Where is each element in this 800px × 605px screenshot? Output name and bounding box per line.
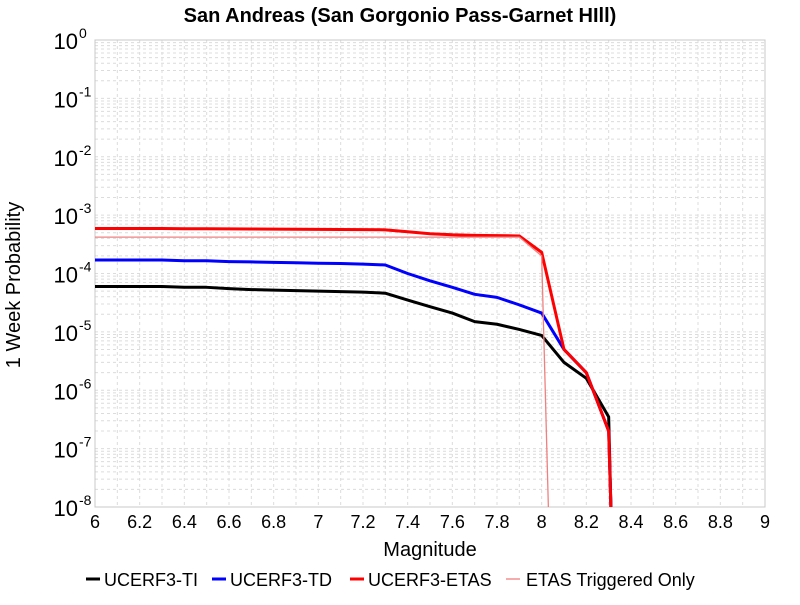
series-line-ucerf3-etas — [95, 227, 613, 508]
y-tick-label: 10 -4 — [54, 259, 92, 288]
y-tick-label: 10 0 — [54, 25, 87, 54]
y-tick-base: 10 — [54, 263, 78, 288]
x-tick-labels: 6 6.2 6.4 6.6 6.8 7 7.2 7.4 7.6 7.8 8 8.2 8.4 8.6 8.8 9 — [90, 512, 770, 532]
series-layer — [95, 227, 613, 508]
legend: UCERF3-TI UCERF3-TD UCERF3-ETAS ETAS Trigge… — [86, 570, 695, 590]
y-tick-label: 10 -5 — [54, 317, 92, 346]
y-tick-exponent: -8 — [79, 492, 92, 508]
x-tick-label: 8.2 — [574, 512, 599, 532]
plot-frame — [94, 39, 766, 508]
x-tick-label: 7 — [313, 512, 323, 532]
x-tick-label: 8.6 — [663, 512, 688, 532]
legend-label: ETAS Triggered Only — [526, 570, 695, 590]
y-tick-exponent: -1 — [79, 83, 92, 99]
series-line-etas-triggered-only — [95, 236, 550, 508]
legend-item: ETAS Triggered Only — [506, 570, 695, 590]
x-tick-label: 6.2 — [127, 512, 152, 532]
y-tick-exponent: 0 — [79, 25, 87, 41]
legend-label: UCERF3-TD — [230, 570, 332, 590]
y-tick-exponent: -3 — [79, 200, 92, 216]
y-tick-label: 10 -1 — [54, 83, 92, 112]
y-tick-base: 10 — [54, 29, 78, 54]
y-tick-base: 10 — [54, 321, 78, 346]
x-tick-label: 6.8 — [261, 512, 286, 532]
y-tick-base: 10 — [54, 438, 78, 463]
legend-item: UCERF3-ETAS — [350, 570, 492, 590]
y-tick-exponent: -5 — [79, 317, 92, 333]
y-tick-base: 10 — [54, 496, 78, 521]
series-line-ucerf3-td — [95, 258, 613, 508]
x-axis-title: Magnitude — [383, 539, 476, 561]
x-tick-label: 7.6 — [440, 512, 465, 532]
x-tick-label: 8.8 — [708, 512, 733, 532]
y-tick-exponent: -6 — [79, 375, 92, 391]
x-tick-label: 9 — [760, 512, 770, 532]
y-axis-title: 1 Week Probability — [3, 202, 25, 368]
x-tick-label: 7.4 — [395, 512, 420, 532]
series-line-ucerf3-ti — [95, 284, 613, 508]
x-tick-label: 8 — [537, 512, 547, 532]
y-tick-exponent: -2 — [79, 142, 92, 158]
y-tick-exponent: -7 — [79, 434, 92, 450]
legend-label: UCERF3-TI — [104, 570, 198, 590]
y-tick-base: 10 — [54, 204, 78, 229]
legend-label: UCERF3-ETAS — [368, 570, 492, 590]
x-tick-label: 6.6 — [216, 512, 241, 532]
legend-item: UCERF3-TD — [212, 570, 332, 590]
y-tick-label: 10 -2 — [54, 142, 92, 171]
y-tick-exponent: -4 — [79, 259, 92, 275]
grid — [94, 40, 766, 508]
x-tick-label: 6.4 — [172, 512, 197, 532]
y-tick-label: 10 -6 — [54, 375, 92, 404]
y-tick-label: 10 -7 — [54, 434, 92, 463]
y-tick-base: 10 — [54, 87, 78, 112]
y-tick-base: 10 — [54, 379, 78, 404]
x-tick-label: 8.4 — [618, 512, 643, 532]
x-tick-label: 6 — [90, 512, 100, 532]
x-tick-label: 7.2 — [350, 512, 375, 532]
y-tick-label: 10 -8 — [54, 492, 92, 521]
x-tick-label: 7.8 — [484, 512, 509, 532]
chart-title: San Andreas (San Gorgonio Pass-Garnet HI… — [184, 5, 617, 27]
y-tick-label: 10 -3 — [54, 200, 92, 229]
y-tick-base: 10 — [54, 146, 78, 171]
legend-item: UCERF3-TI — [86, 570, 198, 590]
